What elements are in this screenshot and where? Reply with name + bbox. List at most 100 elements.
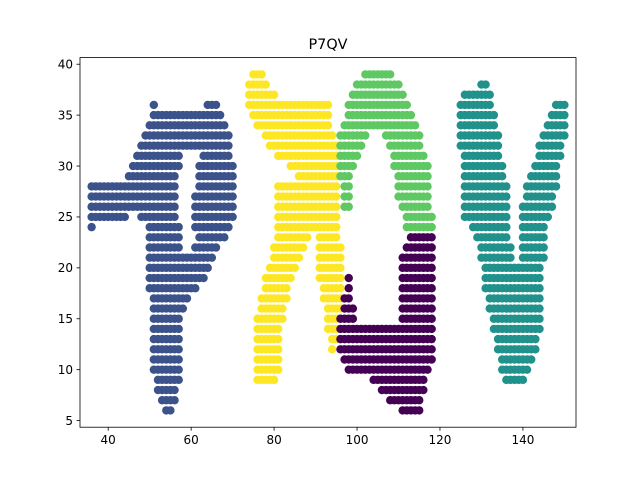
data-point bbox=[170, 212, 179, 222]
data-point bbox=[170, 396, 179, 405]
data-point bbox=[535, 263, 544, 273]
axes-frame bbox=[79, 57, 577, 428]
data-point bbox=[278, 304, 287, 313]
data-point bbox=[402, 100, 411, 110]
x-tick-label: 100 bbox=[346, 433, 369, 447]
data-point bbox=[427, 334, 436, 344]
data-point bbox=[228, 161, 237, 171]
data-point bbox=[423, 182, 432, 191]
data-point bbox=[178, 304, 188, 313]
data-point bbox=[406, 110, 416, 120]
data-point bbox=[535, 284, 544, 293]
data-point bbox=[174, 161, 183, 171]
data-point bbox=[224, 131, 233, 140]
data-point bbox=[423, 365, 432, 374]
data-point bbox=[398, 90, 407, 99]
data-point bbox=[543, 212, 552, 222]
data-point bbox=[174, 243, 183, 252]
data-point bbox=[427, 253, 436, 262]
data-point bbox=[560, 100, 569, 110]
data-point bbox=[356, 141, 366, 150]
x-axis: 40 60 80 100 120 140 bbox=[101, 427, 534, 447]
data-point bbox=[427, 243, 436, 252]
data-point bbox=[427, 324, 436, 334]
data-point bbox=[352, 151, 362, 161]
data-point bbox=[87, 222, 96, 232]
data-point bbox=[323, 121, 333, 130]
y-axis: 5 10 15 20 25 30 35 40 bbox=[58, 58, 80, 428]
data-point bbox=[415, 406, 424, 415]
x-tick-label: 60 bbox=[184, 433, 199, 447]
data-point bbox=[174, 151, 183, 161]
data-point bbox=[170, 172, 179, 181]
data-point bbox=[531, 334, 540, 344]
data-point bbox=[485, 100, 494, 110]
data-point bbox=[174, 365, 183, 374]
data-point bbox=[170, 202, 179, 211]
data-point bbox=[427, 304, 436, 313]
data-point bbox=[556, 141, 565, 150]
data-point bbox=[527, 355, 536, 364]
data-point bbox=[336, 253, 345, 262]
data-point bbox=[174, 233, 183, 242]
data-point bbox=[348, 304, 358, 313]
series-2 bbox=[245, 70, 349, 385]
data-point bbox=[344, 294, 353, 303]
data-point bbox=[415, 141, 424, 150]
data-point bbox=[174, 345, 183, 354]
data-point bbox=[323, 110, 333, 120]
data-point bbox=[174, 334, 183, 344]
data-point bbox=[170, 182, 179, 191]
data-point bbox=[298, 243, 308, 252]
data-point bbox=[485, 90, 494, 99]
data-point bbox=[290, 263, 300, 273]
data-point bbox=[419, 375, 428, 385]
data-point bbox=[427, 212, 436, 222]
data-point bbox=[274, 334, 283, 344]
data-point bbox=[220, 233, 229, 242]
data-point bbox=[228, 192, 237, 201]
data-point bbox=[427, 263, 436, 273]
data-point bbox=[386, 70, 395, 79]
data-point bbox=[336, 284, 345, 293]
x-tick-label: 120 bbox=[429, 433, 452, 447]
data-point bbox=[502, 202, 511, 211]
data-point bbox=[303, 233, 312, 242]
data-point bbox=[415, 131, 424, 140]
data-point bbox=[228, 182, 237, 191]
data-point bbox=[257, 70, 266, 79]
data-point bbox=[535, 324, 544, 334]
data-point bbox=[518, 375, 528, 385]
data-point bbox=[497, 161, 507, 171]
data-point bbox=[224, 141, 233, 150]
x-tick-label: 40 bbox=[101, 433, 116, 447]
chart-title: P7QV bbox=[308, 37, 347, 53]
data-point bbox=[427, 233, 436, 242]
data-point bbox=[427, 273, 436, 283]
data-point bbox=[170, 192, 179, 201]
data-point bbox=[493, 151, 503, 161]
data-point bbox=[278, 314, 287, 323]
data-point bbox=[269, 375, 279, 385]
data-point bbox=[332, 212, 341, 222]
data-point bbox=[327, 345, 337, 354]
data-point bbox=[286, 273, 295, 283]
data-point bbox=[427, 294, 436, 303]
data-point bbox=[415, 396, 424, 405]
x-tick-label: 80 bbox=[266, 433, 281, 447]
data-point bbox=[228, 202, 237, 211]
data-point bbox=[174, 222, 183, 232]
y-tick-label: 10 bbox=[58, 363, 73, 377]
data-point bbox=[182, 294, 192, 303]
data-point bbox=[427, 345, 436, 354]
data-point bbox=[274, 355, 283, 364]
data-point bbox=[556, 151, 565, 161]
data-point bbox=[560, 131, 569, 140]
y-tick-label: 30 bbox=[58, 159, 73, 173]
data-point bbox=[207, 253, 217, 262]
data-point bbox=[481, 80, 490, 89]
y-tick-label: 35 bbox=[58, 108, 73, 122]
data-point bbox=[348, 314, 358, 323]
data-point bbox=[336, 263, 345, 273]
y-tick-label: 15 bbox=[58, 312, 73, 326]
